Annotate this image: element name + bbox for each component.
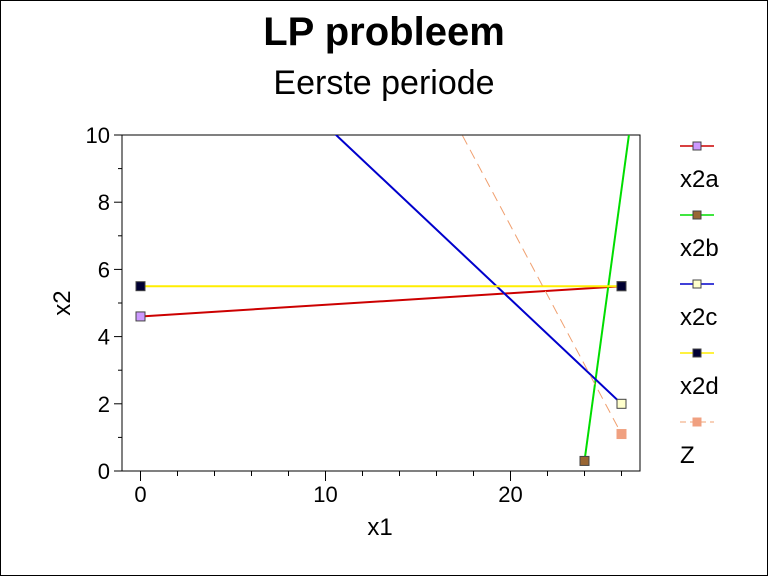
data-point-x2c: [616, 398, 627, 409]
data-point-x2d: [135, 281, 146, 292]
series-line-z: [461, 135, 622, 435]
series-line-x2a: [140, 285, 622, 318]
data-point-x2b: [579, 455, 590, 466]
y-tick-label: 4: [98, 325, 110, 350]
legend-label-z: Z: [680, 442, 695, 469]
y-tick-label: 8: [98, 190, 110, 215]
data-point-x2d: [616, 281, 627, 292]
data-point-x2a: [135, 311, 146, 322]
y-tick-label: 2: [98, 392, 110, 417]
legend-marker-z: [692, 417, 702, 427]
chart-title: LP probleem: [263, 10, 505, 54]
legend-marker-x2a: [692, 141, 702, 151]
x-tick-label: 20: [498, 482, 522, 507]
y-axis-label: x2: [49, 290, 76, 315]
y-tick-label: 6: [98, 257, 110, 282]
legend-marker-x2c: [692, 279, 702, 289]
chart-subtitle: Eerste periode: [273, 64, 495, 102]
x-tick-label: 10: [313, 482, 337, 507]
plot-area: [121, 134, 641, 472]
legend-label-x2a: x2a: [680, 166, 719, 193]
legend-marker-x2d: [692, 348, 702, 358]
y-tick-label: 0: [98, 459, 110, 484]
series-line-x2b: [583, 135, 630, 462]
legend-marker-x2b: [692, 210, 702, 220]
series-line-x2c: [334, 135, 623, 405]
x-axis-label: x1: [367, 514, 392, 541]
data-point-z: [616, 429, 627, 440]
legend-label-x2b: x2b: [680, 235, 719, 262]
x-tick-label: 0: [134, 482, 146, 507]
y-tick-label: 10: [86, 123, 110, 148]
legend-label-x2c: x2c: [680, 304, 717, 331]
legend-label-x2d: x2d: [680, 373, 719, 400]
